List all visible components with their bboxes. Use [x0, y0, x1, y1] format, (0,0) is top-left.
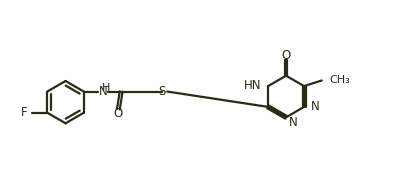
Text: N: N — [99, 85, 107, 98]
Text: F: F — [21, 106, 27, 119]
Text: O: O — [282, 49, 291, 63]
Text: CH₃: CH₃ — [329, 75, 350, 85]
Text: S: S — [159, 85, 166, 98]
Text: N: N — [310, 100, 319, 113]
Text: N: N — [289, 116, 298, 129]
Text: H: H — [102, 83, 110, 93]
Text: HN: HN — [244, 79, 262, 92]
Text: O: O — [114, 107, 123, 120]
